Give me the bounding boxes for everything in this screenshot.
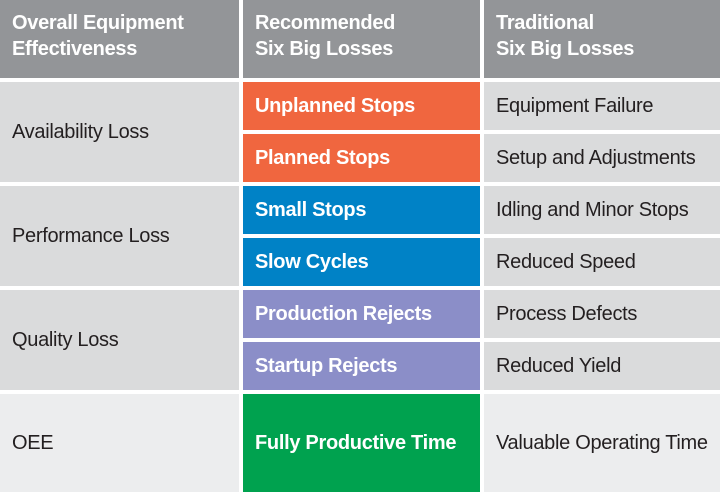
header-recommended-six-big-losses: Recommended Six Big Losses: [243, 0, 480, 78]
recommended-small-stops: Small Stops: [243, 186, 480, 234]
category-performance-loss: Performance Loss: [0, 186, 239, 286]
recommended-production-rejects: Production Rejects: [243, 290, 480, 338]
header-overall-equipment-effectiveness: Overall Equipment Effectiveness: [0, 0, 239, 78]
recommended-unplanned-stops: Unplanned Stops: [243, 82, 480, 130]
traditional-reduced-yield: Reduced Yield: [484, 342, 720, 390]
traditional-valuable-operating-time: Valuable Operating Time: [484, 394, 720, 492]
recommended-startup-rejects: Startup Rejects: [243, 342, 480, 390]
traditional-reduced-speed: Reduced Speed: [484, 238, 720, 286]
header-traditional-six-big-losses: Traditional Six Big Losses: [484, 0, 720, 78]
traditional-idling-and-minor-stops: Idling and Minor Stops: [484, 186, 720, 234]
traditional-process-defects: Process Defects: [484, 290, 720, 338]
recommended-slow-cycles: Slow Cycles: [243, 238, 480, 286]
category-quality-loss: Quality Loss: [0, 290, 239, 390]
recommended-fully-productive-time: Fully Productive Time: [243, 394, 480, 492]
category-oee: OEE: [0, 394, 239, 492]
traditional-setup-and-adjustments: Setup and Adjustments: [484, 134, 720, 182]
category-availability-loss: Availability Loss: [0, 82, 239, 182]
recommended-planned-stops: Planned Stops: [243, 134, 480, 182]
traditional-equipment-failure: Equipment Failure: [484, 82, 720, 130]
